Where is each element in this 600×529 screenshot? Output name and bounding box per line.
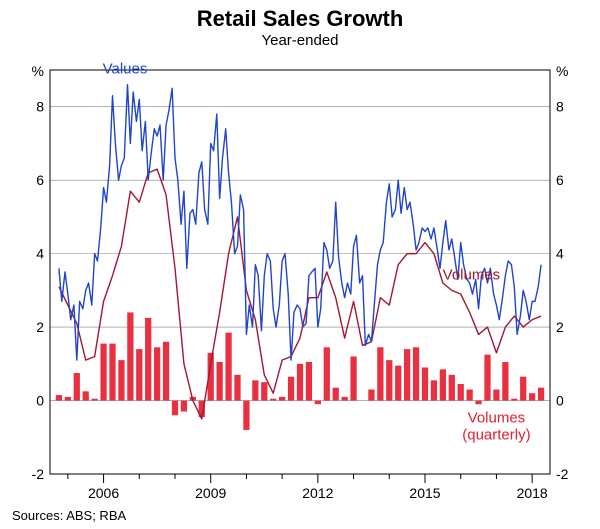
- svg-text:-2: -2: [556, 466, 569, 482]
- svg-text:2015: 2015: [409, 485, 440, 501]
- svg-text:4: 4: [36, 246, 44, 262]
- svg-text:-2: -2: [32, 466, 45, 482]
- svg-text:6: 6: [556, 172, 564, 188]
- svg-text:2: 2: [556, 319, 564, 335]
- svg-text:Values: Values: [103, 61, 148, 78]
- svg-text:2006: 2006: [88, 485, 119, 501]
- svg-text:4: 4: [556, 246, 564, 262]
- svg-text:8: 8: [36, 99, 44, 115]
- svg-text:0: 0: [556, 393, 564, 409]
- svg-text:(quarterly): (quarterly): [462, 427, 530, 444]
- svg-text:6: 6: [36, 172, 44, 188]
- svg-text:2018: 2018: [517, 485, 548, 501]
- svg-text:2009: 2009: [195, 485, 226, 501]
- svg-text:2: 2: [36, 319, 44, 335]
- svg-text:0: 0: [36, 393, 44, 409]
- retail-sales-chart: Retail Sales Growth Year-ended -2-200224…: [0, 0, 600, 529]
- chart-sources: Sources: ABS; RBA: [12, 508, 126, 523]
- svg-text:8: 8: [556, 99, 564, 115]
- chart-plot-svg: -2 -2 0 0 2 2 4 4 6 6 8 8%% 2006 2009 2012 2015 2018 Valu…: [0, 0, 600, 529]
- svg-text:%: %: [32, 63, 44, 79]
- svg-text:2012: 2012: [302, 485, 333, 501]
- svg-text:Volumes: Volumes: [443, 266, 501, 283]
- svg-text:Volumes: Volumes: [468, 410, 526, 427]
- svg-text:%: %: [556, 63, 568, 79]
